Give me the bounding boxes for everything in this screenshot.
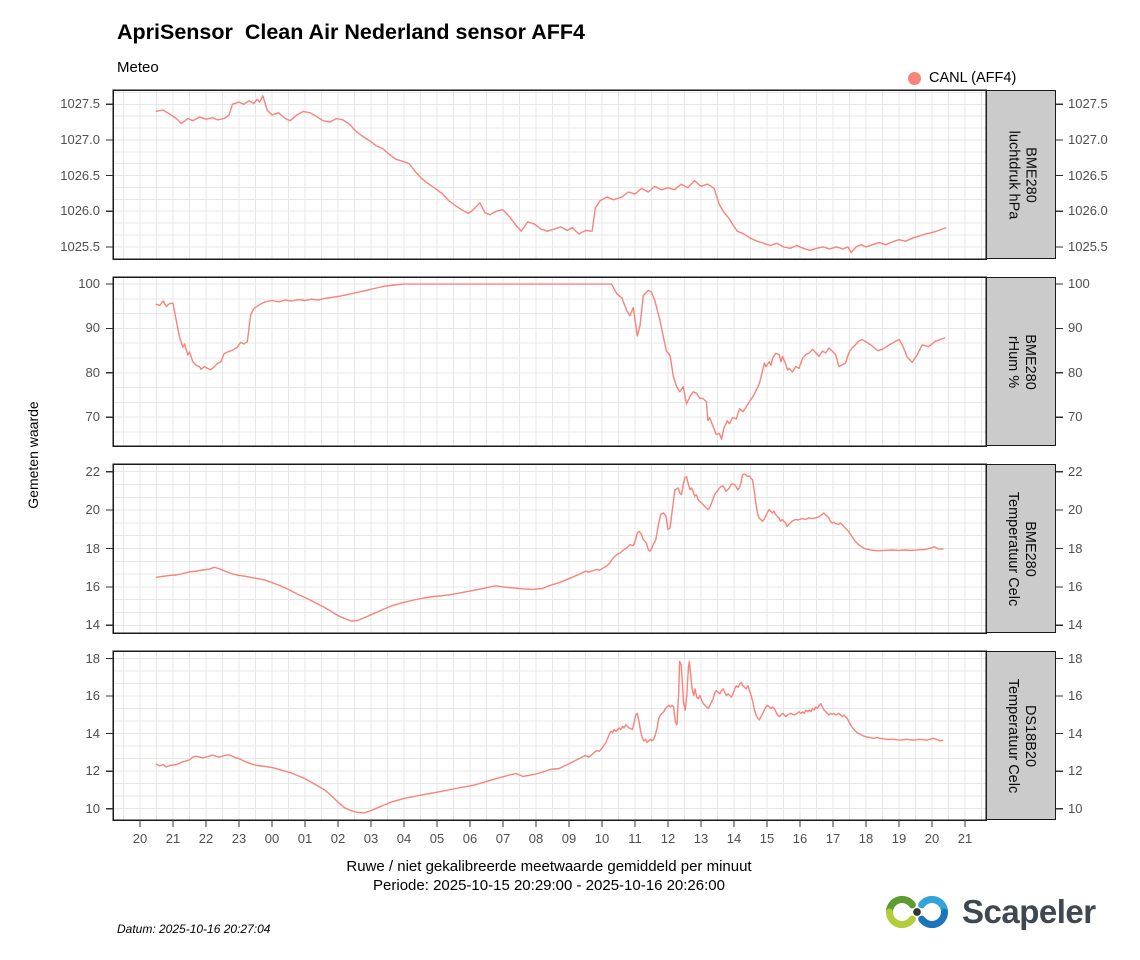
y-tick-label-left: 10 (85, 800, 100, 816)
x-tick-label: 17 (825, 831, 841, 846)
y-tick-label-right: 12 (1068, 763, 1083, 779)
strip-panel-rhum: BME280 rHum % (986, 277, 1056, 446)
x-tick-label: 08 (528, 831, 544, 846)
x-tick-label: 20 (132, 831, 148, 846)
strip-sensor-name: BME280 (1022, 333, 1038, 390)
x-tick-label: 03 (363, 831, 379, 846)
strip-panel-bme-temp: BME280 Temperatuur Celc (986, 464, 1056, 633)
y-tick-label-right: 14 (1068, 725, 1083, 741)
y-tick-label-right: 70 (1068, 409, 1083, 425)
strip-label: BME280 luchtdruk hPa (1004, 130, 1038, 219)
y-tick-label-left: 16 (85, 688, 100, 704)
y-tick-label-left: 1027.0 (60, 131, 100, 147)
strip-sensor-name: BME280 (1022, 520, 1038, 577)
x-tick-label: 21 (957, 831, 973, 846)
x-tick-label: 13 (693, 831, 709, 846)
y-tick-label-right: 1027.0 (1068, 131, 1108, 147)
x-tick-label: 14 (726, 831, 742, 846)
y-tick-label-right: 18 (1068, 650, 1083, 666)
y-tick-label-right: 16 (1068, 688, 1083, 704)
x-tick-label: 12 (660, 831, 676, 846)
y-tick-label-left: 1027.5 (60, 96, 100, 112)
y-tick-label-left: 1026.0 (60, 203, 100, 219)
strip-panel-ds18b20-temp: DS18B20 Temperatuur Celc (986, 651, 1056, 820)
y-tick-label-left: 14 (85, 725, 100, 741)
strip-measure-name: rHum % (1005, 335, 1021, 388)
strip-sensor-name: BME280 (1022, 146, 1039, 203)
caption-line1: Ruwe / niet gekalibreerde meetwaarde gem… (346, 858, 752, 875)
x-tick-label: 10 (594, 831, 610, 846)
x-tick-label: 18 (858, 831, 874, 846)
y-tick-label-left: 18 (85, 540, 100, 556)
x-tick-label: 00 (264, 831, 280, 846)
caption-line2: Periode: 2025-10-15 20:29:00 - 2025-10-1… (373, 877, 725, 894)
y-tick-label-left: 20 (85, 502, 100, 518)
x-tick-label: 02 (330, 831, 346, 846)
y-tick-label-left: 70 (85, 409, 100, 425)
y-tick-label-right: 1026.5 (1068, 167, 1108, 183)
x-tick-label: 05 (429, 831, 445, 846)
y-tick-label-right: 90 (1068, 320, 1083, 336)
x-tick-label: 16 (792, 831, 808, 846)
y-tick-label-left: 22 (85, 463, 100, 479)
legend-label: CANL (AFF4) (929, 70, 1017, 86)
y-tick-label-right: 16 (1068, 578, 1083, 594)
y-tick-label-right: 18 (1068, 540, 1083, 556)
strip-measure-name: Temperatuur Celc (1005, 491, 1021, 606)
y-tick-label-right: 1027.5 (1068, 96, 1108, 112)
legend: CANL (AFF4) (908, 70, 1016, 86)
scapeler-logo: Scapeler (882, 890, 1096, 934)
x-tick-label: 11 (628, 831, 642, 846)
strip-label: BME280 Temperatuur Celc (1004, 491, 1038, 605)
y-tick-label-left: 12 (85, 763, 100, 779)
y-tick-label-right: 22 (1068, 463, 1083, 479)
y-tick-label-right: 20 (1068, 502, 1083, 518)
strip-label: DS18B20 Temperatuur Celc (1004, 678, 1038, 792)
strip-sensor-name: DS18B20 (1022, 704, 1038, 767)
y-tick-label-left: 1026.5 (60, 167, 100, 183)
y-tick-label-right: 14 (1068, 617, 1083, 633)
x-tick-label: 21 (165, 831, 181, 846)
page-subtitle: Meteo (117, 59, 159, 76)
strip-measure-name: Temperatuur Celc (1005, 678, 1021, 793)
y-tick-label-left: 18 (85, 650, 100, 666)
strip-measure-name: luchtdruk hPa (1005, 130, 1022, 219)
page-title: ApriSensor Clean Air Nederland sensor AF… (117, 20, 585, 44)
x-tick-label: 15 (759, 831, 775, 846)
y-tick-label-left: 100 (78, 276, 100, 292)
y-tick-label-right: 1026.0 (1068, 203, 1108, 219)
x-tick-label: 09 (561, 831, 577, 846)
y-tick-label-right: 10 (1068, 800, 1083, 816)
y-tick-label-left: 14 (85, 617, 100, 633)
x-tick-label: 01 (297, 831, 313, 846)
y-tick-label-left: 16 (85, 578, 100, 594)
strip-panel-luchtdruk: BME280 luchtdruk hPa (986, 90, 1056, 259)
y-tick-label-right: 100 (1068, 276, 1090, 292)
datum-timestamp: Datum: 2025-10-16 20:27:04 (117, 922, 271, 936)
legend-marker-icon (908, 71, 921, 85)
scapeler-logo-text: Scapeler (962, 893, 1096, 930)
strip-label: BME280 rHum % (1004, 334, 1038, 390)
y-tick-label-right: 1025.5 (1068, 238, 1108, 254)
y-tick-label-left: 80 (85, 364, 100, 380)
x-tick-label: 07 (495, 831, 511, 846)
scapeler-infinity-icon (885, 895, 949, 929)
x-tick-label: 19 (891, 831, 907, 846)
x-tick-label: 23 (231, 831, 247, 846)
y-tick-label-left: 90 (85, 320, 100, 336)
x-tick-label: 20 (924, 831, 940, 846)
x-tick-label: 04 (396, 831, 412, 846)
y-tick-label-left: 1025.5 (60, 238, 100, 254)
x-tick-label: 22 (198, 831, 214, 846)
x-tick-label: 06 (462, 831, 478, 846)
y-tick-label-right: 80 (1068, 364, 1083, 380)
